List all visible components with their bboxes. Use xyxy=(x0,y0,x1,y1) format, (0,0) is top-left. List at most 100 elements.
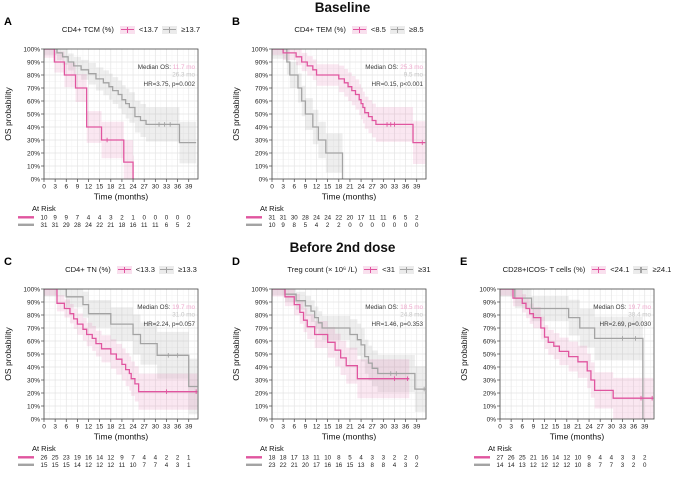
at-risk-count: 10 xyxy=(324,455,331,462)
y-tick-label: 100% xyxy=(23,286,40,293)
hr-annotation: HR=1.46, p=0.353 xyxy=(372,321,424,328)
y-tick-label: 70% xyxy=(27,85,40,92)
at-risk-count: 31 xyxy=(52,222,59,229)
legend-label: <31 xyxy=(382,265,395,274)
x-tick-label: 9 xyxy=(532,424,536,431)
y-tick-label: 30% xyxy=(483,377,496,384)
ci-band-low xyxy=(272,49,426,165)
y-tick-label: 20% xyxy=(483,390,496,397)
y-tick-label: 70% xyxy=(27,325,40,332)
panel-letter-A: A xyxy=(4,16,12,28)
x-tick-label: 12 xyxy=(313,424,321,431)
legend-label: ≥24.1 xyxy=(652,265,672,274)
legend-C: CD4+ TN (%) <13.3 ≥13.3 xyxy=(32,265,230,274)
y-tick-label: 40% xyxy=(483,364,496,371)
x-tick-label: 18 xyxy=(335,184,343,191)
survival-curve-low xyxy=(272,289,410,380)
at-risk-count: 25 xyxy=(52,455,59,462)
x-tick-label: 18 xyxy=(107,184,115,191)
x-tick-label: 6 xyxy=(520,424,524,431)
y-tick-label: 90% xyxy=(483,299,496,306)
at-risk-count: 28 xyxy=(302,215,309,222)
y-tick-label: 70% xyxy=(255,325,268,332)
x-tick-label: 27 xyxy=(141,424,149,431)
y-tick-label: 60% xyxy=(483,338,496,345)
legend-label: ≥8.5 xyxy=(408,25,424,34)
at-risk-count: 0 xyxy=(165,215,169,222)
x-tick-label: 21 xyxy=(118,184,126,191)
y-tick-label: 60% xyxy=(27,98,40,105)
y-tick-label: 20% xyxy=(255,150,268,157)
median-os-annotation: Median OS: 11.7 mo xyxy=(138,64,196,71)
survival-curve-high xyxy=(272,49,344,179)
at-risk-count: 8 xyxy=(370,462,374,469)
y-tick-label: 90% xyxy=(255,59,268,66)
survival-curve-high xyxy=(44,49,197,144)
at-risk-count: 20 xyxy=(346,215,353,222)
y-tick-label: 50% xyxy=(255,351,268,358)
at-risk-count: 12 xyxy=(530,462,537,469)
legend-key-high-group xyxy=(399,265,414,274)
y-tick-label: 10% xyxy=(255,403,268,410)
x-tick-label: 6 xyxy=(292,184,296,191)
y-tick-label: 80% xyxy=(255,312,268,319)
at-risk-count: 14 xyxy=(508,462,515,469)
y-tick-label: 10% xyxy=(255,163,268,170)
y-axis-label: OS probability xyxy=(459,327,469,381)
at-risk-count: 29 xyxy=(63,222,70,229)
x-tick-label: 39 xyxy=(641,424,649,431)
at-risk-count: 14 xyxy=(552,455,559,462)
x-tick-label: 36 xyxy=(402,184,410,191)
at-risk-count: 11 xyxy=(119,462,126,469)
at-risk-count: 2 xyxy=(120,215,124,222)
at-risk-count: 24 xyxy=(324,215,331,222)
ci-band-high xyxy=(500,289,644,419)
at-risk-count: 24 xyxy=(313,215,320,222)
x-tick-label: 6 xyxy=(64,184,68,191)
at-risk-count: 12 xyxy=(563,462,570,469)
x-tick-label: 3 xyxy=(281,184,285,191)
y-tick-label: 40% xyxy=(27,124,40,131)
legend-key-high-group xyxy=(162,25,178,34)
at-risk-label: At Risk xyxy=(32,204,56,213)
at-risk-count: 9 xyxy=(587,455,591,462)
legend-title: CD4+ TCM (%) xyxy=(61,25,114,34)
at-risk-count: 4 xyxy=(315,222,319,229)
x-tick-label: 12 xyxy=(85,424,93,431)
x-tick-label: 36 xyxy=(174,184,182,191)
at-risk-count: 4 xyxy=(98,215,102,222)
y-tick-label: 100% xyxy=(251,286,268,293)
at-risk-count: 16 xyxy=(335,462,342,469)
at-risk-count: 26 xyxy=(41,455,48,462)
at-risk-count: 0 xyxy=(176,215,180,222)
x-tick-label: 33 xyxy=(619,424,627,431)
x-tick-label: 24 xyxy=(357,184,365,191)
at-risk-count: 13 xyxy=(302,455,309,462)
at-risk-count: 12 xyxy=(107,462,114,469)
y-tick-label: 0% xyxy=(31,176,41,183)
at-risk-count: 12 xyxy=(541,462,548,469)
at-risk-count: 6 xyxy=(393,215,397,222)
at-risk-count: 4 xyxy=(393,462,397,469)
survival-curve-low xyxy=(272,49,426,144)
at-risk-count: 7 xyxy=(610,462,614,469)
at-risk-count: 4 xyxy=(154,455,158,462)
y-tick-label: 90% xyxy=(27,299,40,306)
at-risk-count: 3 xyxy=(404,462,408,469)
panel-letter-C: C xyxy=(4,256,12,268)
x-tick-label: 12 xyxy=(313,184,321,191)
x-tick-label: 15 xyxy=(96,184,104,191)
y-tick-label: 30% xyxy=(27,137,40,144)
at-risk-count: 28 xyxy=(74,222,81,229)
x-tick-label: 39 xyxy=(413,424,421,431)
x-tick-label: 39 xyxy=(413,184,421,191)
at-risk-count: 9 xyxy=(53,215,57,222)
panel-D: D Treg count (× 10⁶ /L) <31 ≥31 Median OS: 1… xyxy=(230,256,458,478)
at-risk-count: 3 xyxy=(109,215,113,222)
at-risk-count: 2 xyxy=(393,455,397,462)
at-risk-count: 12 xyxy=(85,462,92,469)
x-tick-label: 24 xyxy=(357,424,365,431)
ci-band-low xyxy=(500,289,654,419)
x-tick-label: 3 xyxy=(509,424,513,431)
x-tick-label: 21 xyxy=(118,424,126,431)
